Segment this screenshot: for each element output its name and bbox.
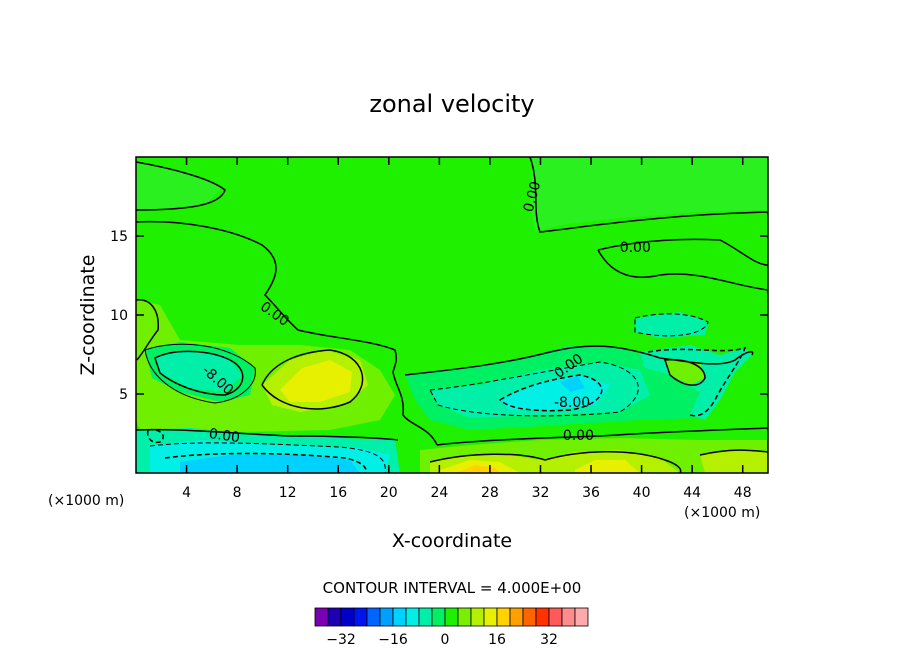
zero-contour-top-left [136,161,226,211]
contour-fill-center-negative-core [560,376,585,392]
x-tick-label: 44 [683,485,701,501]
colorbar-swatch [496,607,511,627]
x-tick-label: 8 [233,485,242,501]
x-tick-label: 12 [279,485,297,501]
x-axis-unit-label-right: (×1000 m) [684,505,760,521]
zero-contour-yellow-blob [261,349,364,410]
zero-contour-center-bottom [436,427,768,446]
neg8-contour-left [154,350,244,396]
zero-contour-left-ring [144,343,256,404]
neg-contour-small-loop [146,428,164,444]
zero-contour-mid-right [597,249,768,291]
x-tick-label: 16 [329,485,347,501]
x-tick-label: 32 [532,485,550,501]
colorbar-swatch [392,607,407,627]
colorbar-swatch [353,607,368,627]
contour-fill-bottom-orange [455,465,500,473]
y-tick-label: 15 [110,229,128,245]
contour-fill-right-island [665,360,705,385]
colorbar-swatch [548,607,563,627]
pos-contour-bottom-center [429,451,682,473]
chart-title: zonal velocity [369,90,534,118]
x-tick-label: 48 [734,485,752,501]
zero-contour-right-island [663,358,706,386]
y-axis-ticks: 5 10 15 [110,229,768,403]
contour-label: 0.00 [521,180,545,214]
neg8-contour-center [498,374,603,412]
contour-fill-left-negative-b [155,350,242,392]
neg4-contour-center [429,361,639,417]
colorbar [314,607,589,627]
colorbar-tick-labels: −32 −16 0 16 32 [326,632,558,648]
contour-fill-upper-right [530,157,768,232]
zero-contour-upper-left-dome [136,220,438,446]
colorbar-swatch [418,607,433,627]
colorbar-swatch [366,607,381,627]
zero-contour-left-loop [136,299,159,361]
colorbar-swatch [379,607,394,627]
colorbar-swatch [431,607,446,627]
x-tick-label: 28 [481,485,499,501]
contour-label: 0.00 [208,426,241,446]
zero-contour-lower-left [136,428,399,441]
colorbar-tick-label: −16 [378,632,408,648]
x-axis-title: X-coordinate [392,530,512,552]
x-axis-unit-label-left: (×1000 m) [48,493,124,509]
colorbar-swatch [470,607,485,627]
colorbar-swatch [340,607,355,627]
y-tick-label: 10 [110,308,128,324]
contour-fill-right-patch [635,312,708,338]
neg-contour-lower-left-a [149,442,386,473]
colorbar-swatch [509,607,524,627]
pos-contour-bottom-right [699,449,768,456]
zero-contour-right [597,238,768,266]
y-axis-title: Z-coordinate [77,255,99,376]
x-axis-ticks: 4 8 12 16 20 24 28 32 36 40 44 48 [182,157,752,501]
contour-label: 0.00 [563,428,594,444]
colorbar-swatch [522,607,537,627]
colorbar-swatch [444,607,459,627]
colorbar-swatch [561,607,576,627]
colorbar-swatch [327,607,342,627]
colorbar-swatch [574,607,589,627]
x-tick-label: 24 [430,485,448,501]
colorbar-swatch [314,607,329,627]
contour-label: 0.00 [620,240,651,256]
contour-field [136,157,768,473]
colorbar-tick-label: 32 [540,632,558,648]
contour-interval-text: CONTOUR INTERVAL = 4.000E+00 [323,579,582,597]
contour-lines [136,157,768,473]
contour-fill-bottom-right-band [700,450,768,473]
colorbar-tick-label: 16 [488,632,506,648]
neg-contour-right-finger [647,346,747,417]
x-tick-label: 4 [182,485,191,501]
colorbar-swatch [405,607,420,627]
colorbar-swatch [483,607,498,627]
contour-label: -8.00 [554,395,590,411]
neg-contour-right-patch [634,313,709,337]
colorbar-tick-label: −32 [326,632,356,648]
contour-fill-upper-left [136,162,222,210]
neg-contour-lower-left-b [164,452,367,473]
x-tick-label: 20 [380,485,398,501]
contour-fill-yellow-blob-core [280,360,352,402]
x-tick-label: 40 [633,485,651,501]
zero-contour-center [404,345,754,376]
y-tick-label: 5 [119,387,128,403]
colorbar-swatch [457,607,472,627]
x-tick-label: 36 [582,485,600,501]
colorbar-swatch [535,607,550,627]
zero-contour-top-right [529,157,768,233]
contour-fill-lower-left-core [180,455,360,473]
colorbar-tick-label: 0 [441,632,450,648]
